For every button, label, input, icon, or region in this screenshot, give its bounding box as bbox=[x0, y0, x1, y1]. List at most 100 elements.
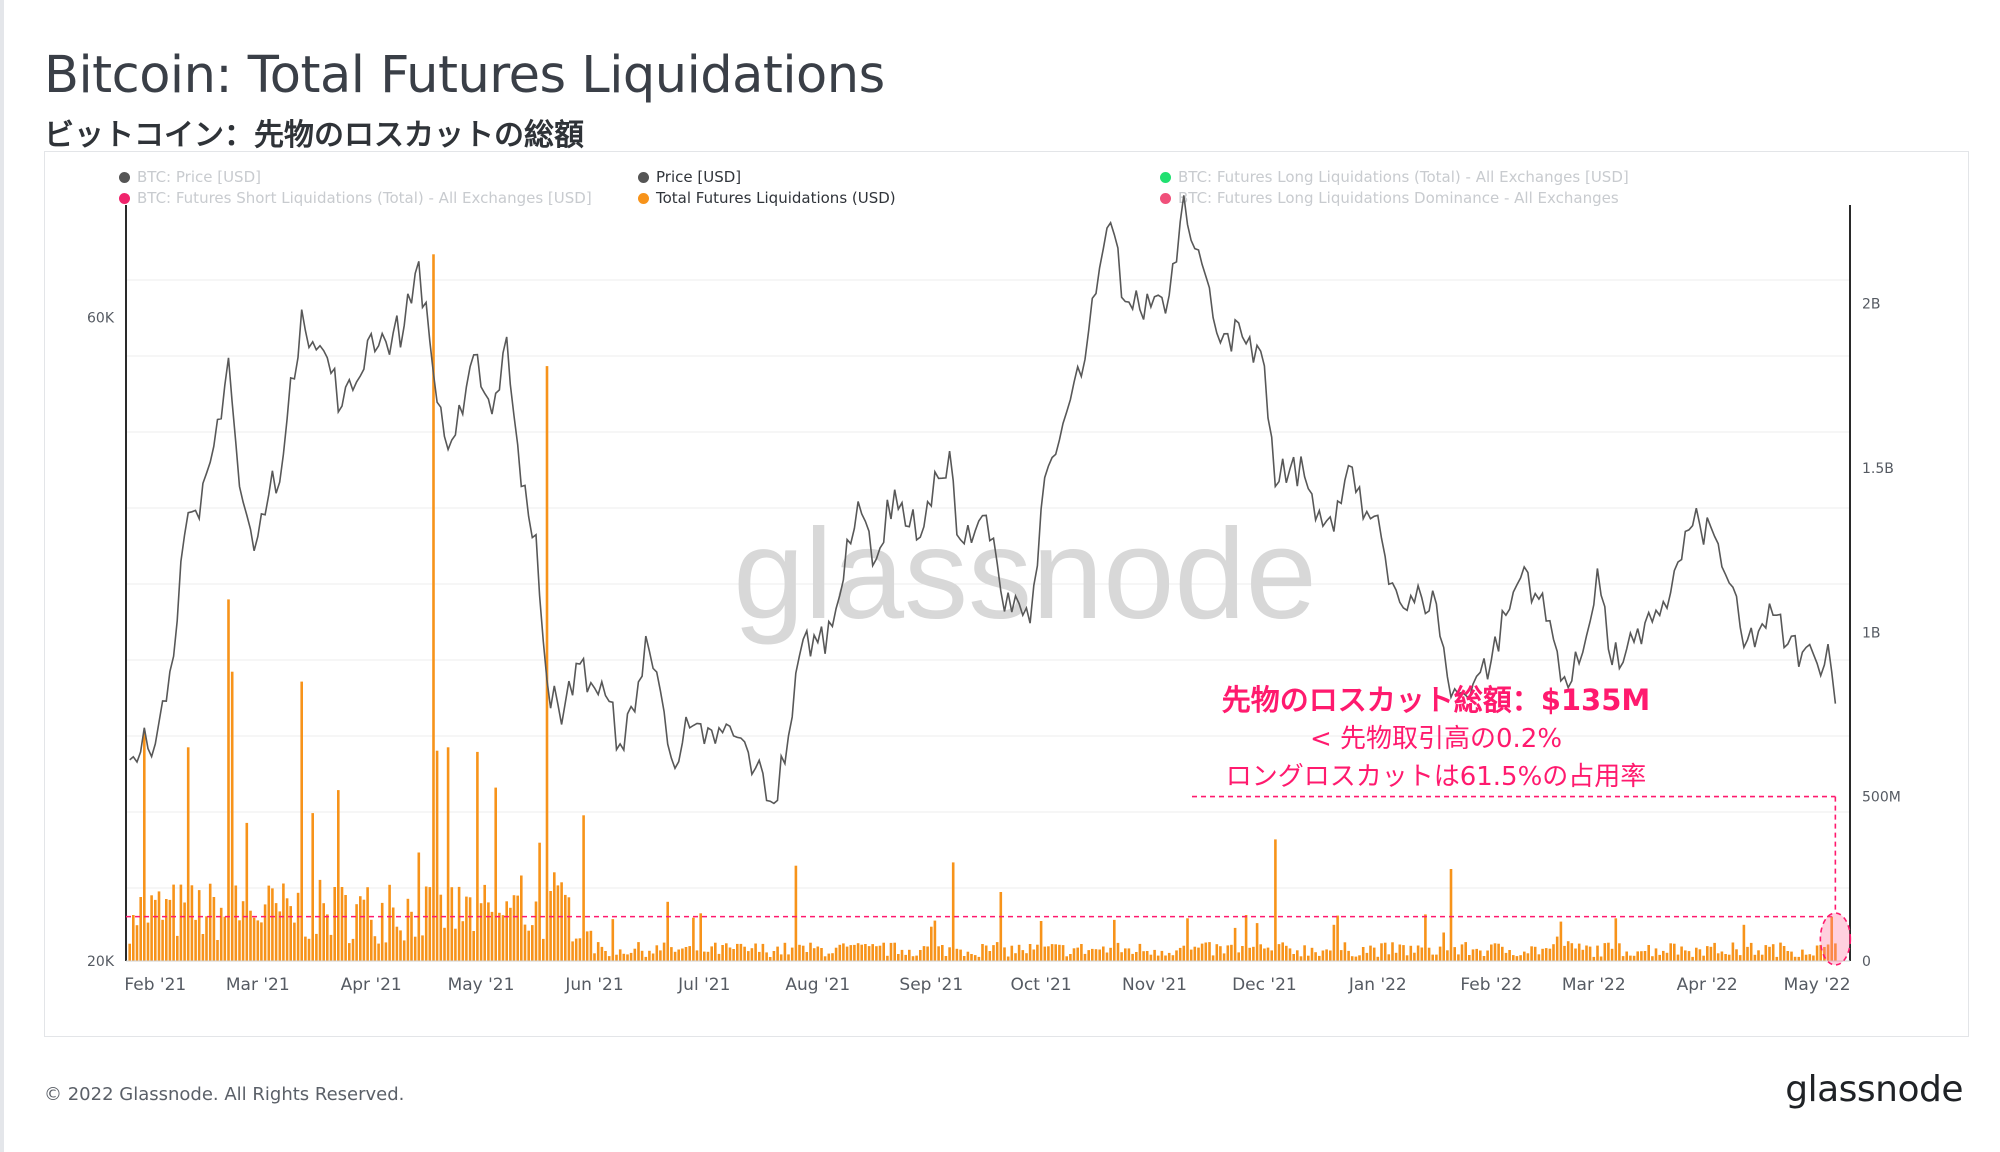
liquidation-bar bbox=[329, 934, 333, 961]
liquidation-bar bbox=[1563, 945, 1566, 961]
liquidation-bar bbox=[564, 894, 567, 961]
liquidation-bar bbox=[307, 938, 311, 961]
liquidation-bar bbox=[1263, 948, 1266, 961]
liquidation-bar bbox=[640, 950, 644, 961]
liquidation-bar bbox=[1815, 945, 1819, 961]
liquidation-bar bbox=[644, 956, 648, 961]
liquidation-bar bbox=[212, 897, 216, 961]
liquidation-bar bbox=[1720, 951, 1724, 961]
liquidation-bar bbox=[1292, 954, 1295, 961]
liquidation-bar bbox=[750, 948, 754, 961]
left-edge-rule bbox=[0, 0, 4, 1152]
liquidation-bar bbox=[351, 938, 355, 961]
y-right-tick-label: 0 bbox=[1862, 954, 1871, 970]
liquidation-bar bbox=[856, 943, 860, 961]
liquidation-bar bbox=[1830, 916, 1833, 961]
liquidation-bar bbox=[831, 953, 834, 961]
legend-item-long-liquidations[interactable]: BTC: Futures Long Liquidations (Total) -… bbox=[1160, 168, 1629, 186]
liquidation-bar bbox=[574, 938, 578, 961]
liquidation-bar bbox=[208, 883, 212, 961]
legend-item-long-dominance[interactable]: BTC: Futures Long Liquidations Dominance… bbox=[1160, 189, 1619, 207]
liquidation-bar bbox=[1753, 954, 1757, 961]
liquidation-bar bbox=[922, 946, 926, 961]
liquidation-bar bbox=[132, 915, 135, 961]
y-axis-labels: 20K 60K 0 500M 1B 1.5B 2B bbox=[87, 297, 1901, 970]
liquidation-bar bbox=[611, 919, 615, 961]
x-tick-label: Jan '22 bbox=[1348, 975, 1407, 995]
legend-item-total-liquidations[interactable]: Total Futures Liquidations (USD) bbox=[638, 189, 896, 207]
liquidation-bar bbox=[260, 922, 263, 961]
liquidation-bar bbox=[1812, 955, 1815, 961]
liquidation-bar bbox=[355, 904, 358, 961]
liquidation-bar bbox=[395, 926, 399, 961]
liquidation-bar bbox=[1680, 946, 1683, 961]
legend-item-btc-price[interactable]: BTC: Price [USD] bbox=[119, 168, 261, 186]
liquidation-bar bbox=[476, 751, 479, 961]
liquidation-bar bbox=[984, 945, 988, 961]
liquidation-bar bbox=[1636, 951, 1639, 961]
liquidation-bar bbox=[1577, 943, 1581, 961]
liquidation-bar bbox=[1318, 955, 1321, 961]
liquidation-bar bbox=[662, 942, 666, 961]
x-tick-label: Jun '21 bbox=[564, 975, 623, 995]
liquidation-bar bbox=[1760, 954, 1764, 961]
liquidation-bar bbox=[128, 943, 131, 961]
liquidation-bar bbox=[1793, 956, 1797, 961]
liquidation-bar bbox=[864, 944, 867, 961]
liquidation-bar bbox=[1237, 952, 1240, 961]
liquidation-bar bbox=[263, 904, 267, 961]
liquidation-bar bbox=[1420, 947, 1424, 961]
liquidation-bar bbox=[809, 942, 812, 961]
liquidation-bar bbox=[812, 948, 816, 961]
legend-label: BTC: Futures Long Liquidations Dominance… bbox=[1178, 189, 1619, 207]
liquidation-bar bbox=[172, 884, 175, 961]
liquidation-bars bbox=[128, 254, 1837, 962]
legend-item-price[interactable]: Price [USD] bbox=[638, 168, 741, 186]
liquidation-bar bbox=[596, 942, 600, 961]
liquidation-bar bbox=[479, 903, 483, 961]
liquidation-bar bbox=[1709, 946, 1713, 961]
watermark: glassnode bbox=[733, 503, 1317, 646]
liquidation-bar bbox=[490, 911, 494, 961]
liquidation-bar bbox=[1724, 954, 1727, 961]
liquidation-bar bbox=[227, 599, 230, 961]
liquidation-bar bbox=[157, 891, 161, 961]
liquidation-bar bbox=[1314, 952, 1317, 961]
liquidation-bar bbox=[1350, 956, 1354, 961]
liquidation-bar bbox=[1629, 955, 1632, 961]
liquidation-bar bbox=[1786, 951, 1790, 961]
liquidation-bar bbox=[593, 953, 596, 961]
liquidation-bar bbox=[1431, 954, 1434, 961]
liquidation-bar bbox=[1171, 955, 1175, 961]
legend-item-short-liquidations[interactable]: BTC: Futures Short Liquidations (Total) … bbox=[119, 189, 592, 207]
liquidation-bar bbox=[1182, 945, 1186, 961]
liquidation-bar bbox=[637, 942, 640, 961]
liquidation-bar bbox=[692, 917, 695, 961]
liquidation-bar bbox=[834, 947, 838, 961]
x-tick-label: Oct '21 bbox=[1011, 975, 1072, 995]
liquidation-bar bbox=[659, 950, 662, 961]
liquidation-bar bbox=[1391, 942, 1394, 961]
liquidation-bar bbox=[1457, 954, 1460, 961]
liquidation-bar bbox=[1486, 950, 1489, 961]
liquidation-bar bbox=[194, 919, 197, 961]
liquidation-bar bbox=[1010, 945, 1014, 961]
liquidation-bar bbox=[1248, 947, 1251, 961]
liquidation-bar bbox=[1581, 949, 1585, 961]
liquidation-bar bbox=[534, 901, 538, 961]
liquidation-bar bbox=[900, 949, 904, 961]
liquidation-bar bbox=[1676, 954, 1680, 961]
liquidation-bar bbox=[1153, 949, 1156, 961]
liquidation-bar bbox=[626, 954, 629, 961]
liquidation-bar bbox=[1383, 942, 1387, 961]
liquidation-bar bbox=[527, 930, 530, 961]
liquidation-bar bbox=[904, 954, 907, 961]
liquidation-bar bbox=[139, 897, 142, 961]
liquidation-bar bbox=[450, 887, 454, 961]
liquidation-bar bbox=[1526, 953, 1530, 961]
liquidation-bar bbox=[995, 942, 999, 961]
liquidation-bar bbox=[1797, 956, 1801, 961]
liquidation-bar bbox=[252, 917, 256, 961]
liquidation-bar bbox=[509, 907, 512, 961]
liquidation-bar bbox=[183, 902, 186, 961]
